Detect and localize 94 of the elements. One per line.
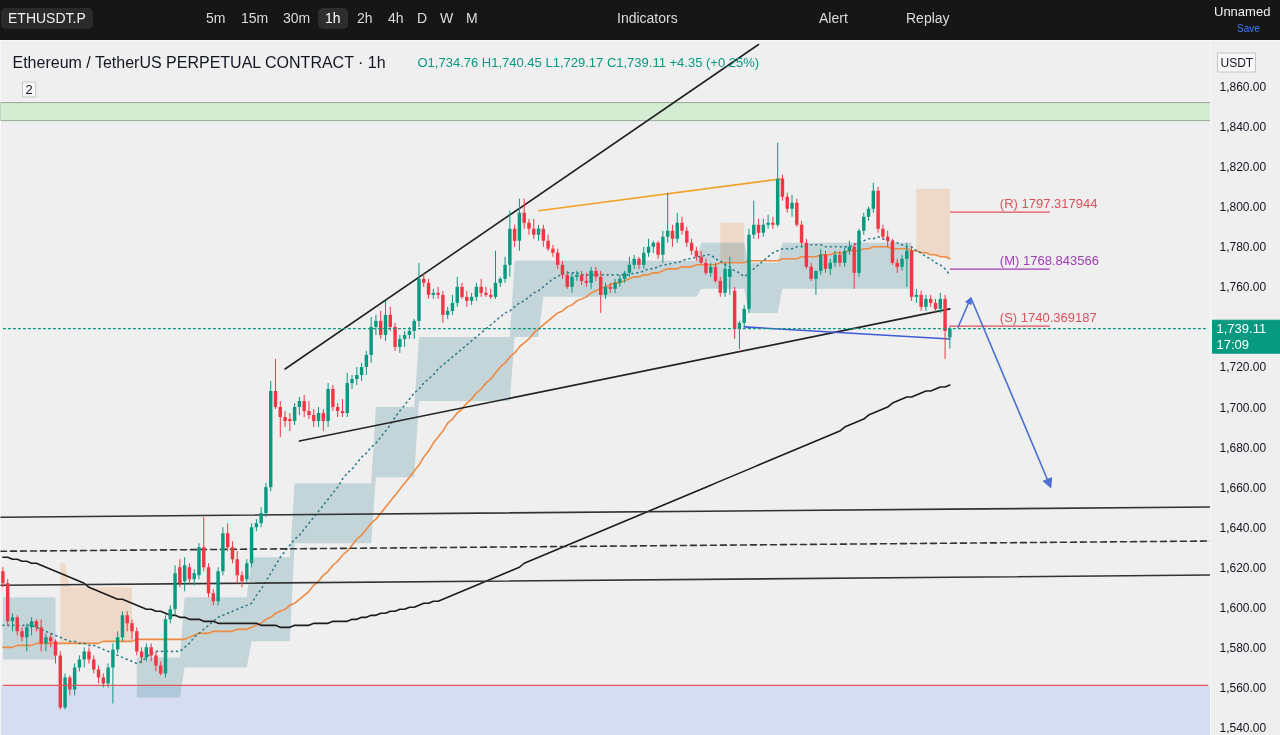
candlestick	[44, 632, 48, 652]
candlestick	[259, 506, 263, 528]
text: Unnamed	[1214, 4, 1271, 20]
candlestick	[900, 254, 904, 272]
y-tick-label: 1,600.00	[1219, 600, 1267, 615]
candlestick	[503, 256, 507, 284]
candlestick	[436, 286, 440, 300]
candlestick	[919, 290, 923, 312]
candlestick	[441, 290, 445, 324]
y-tick-label: 1,700.00	[1219, 400, 1267, 415]
candlestick	[149, 642, 153, 662]
candlestick	[135, 626, 139, 656]
candlestick	[771, 216, 775, 230]
candlestick	[613, 278, 617, 294]
y-tick-label: 1,620.00	[1219, 560, 1267, 575]
candlestick	[245, 558, 249, 584]
text: Replay	[906, 10, 950, 27]
candlestick	[111, 642, 115, 704]
y-tick-label: 1,800.00	[1219, 200, 1267, 215]
candlestick	[484, 286, 488, 298]
y-tick-label: 1,540.00	[1219, 720, 1267, 735]
text: ETHUSDT.P	[1, 8, 93, 29]
y-tick-label: 1,840.00	[1219, 120, 1267, 135]
candlestick	[570, 272, 574, 294]
candlestick	[809, 262, 813, 282]
candlestick	[398, 334, 402, 354]
candlestick	[546, 234, 550, 252]
candlestick	[25, 622, 29, 652]
text: 15m	[241, 10, 269, 27]
candlestick	[39, 618, 43, 652]
text: 5m	[206, 10, 226, 27]
text: 17:09	[1216, 337, 1250, 353]
y-tick-label: 1,640.00	[1219, 520, 1267, 535]
candlestick	[240, 570, 244, 588]
text: D	[417, 10, 428, 27]
ref-line-label: (R) 1797.317944	[999, 196, 1098, 212]
annotation: 2	[25, 82, 33, 97]
y-tick-label: 1,860.00	[1219, 80, 1267, 95]
candlestick	[551, 244, 555, 258]
candlestick	[905, 242, 909, 288]
candlestick	[1, 566, 5, 588]
candlestick	[833, 250, 837, 268]
text: M	[466, 10, 478, 27]
text: 30m	[283, 10, 311, 27]
candlestick	[589, 266, 593, 290]
candlestick	[814, 270, 818, 296]
candlestick	[790, 194, 794, 218]
candlestick	[680, 216, 684, 236]
y-tick-label: 1,580.00	[1219, 640, 1267, 655]
candlestick	[355, 366, 359, 386]
candlestick	[795, 198, 799, 228]
y-tick-label: 1,720.00	[1219, 360, 1267, 375]
y-tick-label: 1,560.00	[1219, 680, 1267, 695]
ref-line-label: (M) 1768.843566	[999, 253, 1099, 269]
candlestick	[302, 394, 306, 418]
candlestick	[350, 374, 354, 390]
y-tick-label: 1,660.00	[1219, 480, 1267, 495]
text: 1h	[318, 8, 348, 29]
text: 2h	[357, 10, 373, 27]
candlestick	[479, 278, 483, 298]
candlestick	[106, 662, 110, 688]
text: 4h	[388, 10, 404, 27]
text: Indicators	[617, 10, 678, 27]
candlestick	[393, 322, 397, 352]
text: USDT	[1220, 55, 1254, 70]
y-tick-label: 1,760.00	[1219, 280, 1267, 295]
candlestick	[68, 674, 72, 696]
ref-line-label: 1,739.11	[1216, 321, 1267, 337]
text: Alert	[819, 10, 848, 27]
candlestick	[130, 618, 134, 640]
line-series	[2, 384, 951, 629]
candlestick	[178, 558, 182, 588]
candlestick	[637, 256, 641, 270]
candlestick	[766, 214, 770, 230]
candlestick	[685, 226, 689, 248]
candlestick	[527, 218, 531, 236]
candlestick	[924, 294, 928, 312]
text: Save	[1237, 23, 1260, 35]
candlestick	[154, 650, 158, 672]
y-tick-label: 1,680.00	[1219, 440, 1267, 455]
text: W	[440, 10, 454, 27]
candlestick	[307, 400, 311, 420]
text: Ethereum / TetherUS PERPETUAL CONTRACT · 1h	[12, 54, 386, 71]
candlestick	[87, 646, 91, 664]
ref-line-label: (S) 1740.369187	[999, 310, 1097, 326]
candlestick	[594, 266, 598, 282]
candlestick	[661, 230, 665, 264]
candlestick	[656, 240, 660, 260]
candlestick	[331, 384, 335, 412]
candlestick	[82, 646, 86, 668]
candlestick	[20, 626, 24, 642]
y-tick-label: 1,780.00	[1219, 240, 1267, 255]
y-tick-label: 1,820.00	[1219, 160, 1267, 175]
candlestick	[522, 198, 526, 230]
